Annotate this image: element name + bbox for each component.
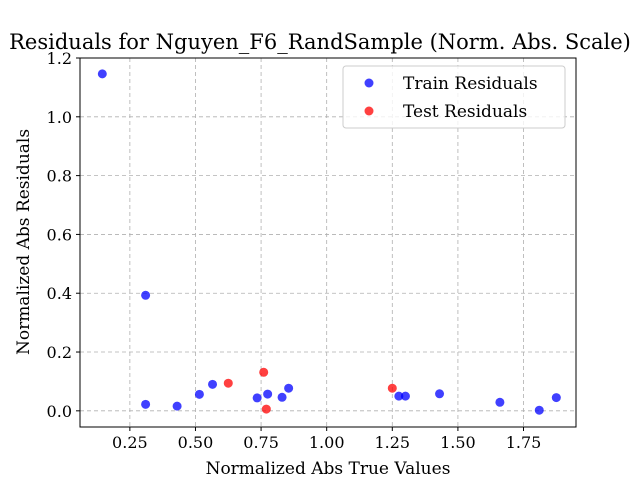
train-residual-point (400, 391, 410, 401)
train-residual-point (141, 290, 151, 300)
y-tick-label: 0.8 (47, 167, 72, 186)
train-residual-point (394, 391, 404, 401)
x-tick-label: 1.00 (309, 433, 345, 452)
train-residual-point (435, 389, 445, 399)
train-residual-point (551, 393, 561, 403)
train-residual-point (284, 383, 294, 393)
test-residual-point (261, 404, 271, 414)
plot-frame (79, 57, 577, 428)
legend-box (342, 65, 566, 129)
train-residual-point (172, 401, 182, 411)
train-residual-point (194, 389, 204, 399)
legend-marker-test (364, 106, 374, 116)
train-residual-point (97, 69, 107, 79)
y-axis-label: Normalized Abs Residuals (14, 129, 34, 355)
train-residual-point (277, 392, 287, 402)
x-tick-label: 1.75 (506, 433, 542, 452)
y-tick-label: 0.6 (47, 225, 72, 244)
x-tick-label: 0.75 (243, 433, 279, 452)
y-tick-label: 1.2 (47, 49, 72, 68)
x-tick-label: 1.25 (374, 433, 410, 452)
x-tick-label: 1.50 (440, 433, 476, 452)
y-axis-ticks: 0.0 0.2 0.4 0.6 0.8 1.0 1.2 (47, 49, 80, 421)
x-tick-label: 0.25 (112, 433, 148, 452)
data-points (97, 69, 561, 415)
legend-label-test: Test Residuals (403, 102, 527, 122)
test-residual-point (387, 383, 397, 393)
chart-title: Residuals for Nguyen_F6_RandSample (Norm… (9, 30, 631, 54)
train-residual-point (141, 399, 151, 409)
train-residual-point (534, 405, 544, 415)
y-tick-label: 1.0 (47, 108, 72, 127)
x-axis-ticks: 0.25 0.50 0.75 1.00 1.25 1.50 1.75 (112, 427, 541, 452)
legend-marker-train (364, 78, 374, 88)
y-tick-label: 0.4 (47, 284, 72, 303)
test-residual-point (259, 367, 269, 377)
train-residual-point (495, 397, 505, 407)
y-tick-label: 0.2 (47, 343, 72, 362)
x-tick-label: 0.50 (178, 433, 214, 452)
train-residual-point (263, 389, 273, 399)
legend: Train Residuals Test Residuals (342, 65, 566, 129)
legend-label-train: Train Residuals (403, 74, 538, 94)
x-axis-label: Normalized Abs True Values (206, 459, 451, 479)
train-residual-point (252, 393, 262, 403)
test-residual-point (223, 378, 233, 388)
y-tick-label: 0.0 (47, 402, 72, 421)
train-residual-point (208, 379, 218, 389)
